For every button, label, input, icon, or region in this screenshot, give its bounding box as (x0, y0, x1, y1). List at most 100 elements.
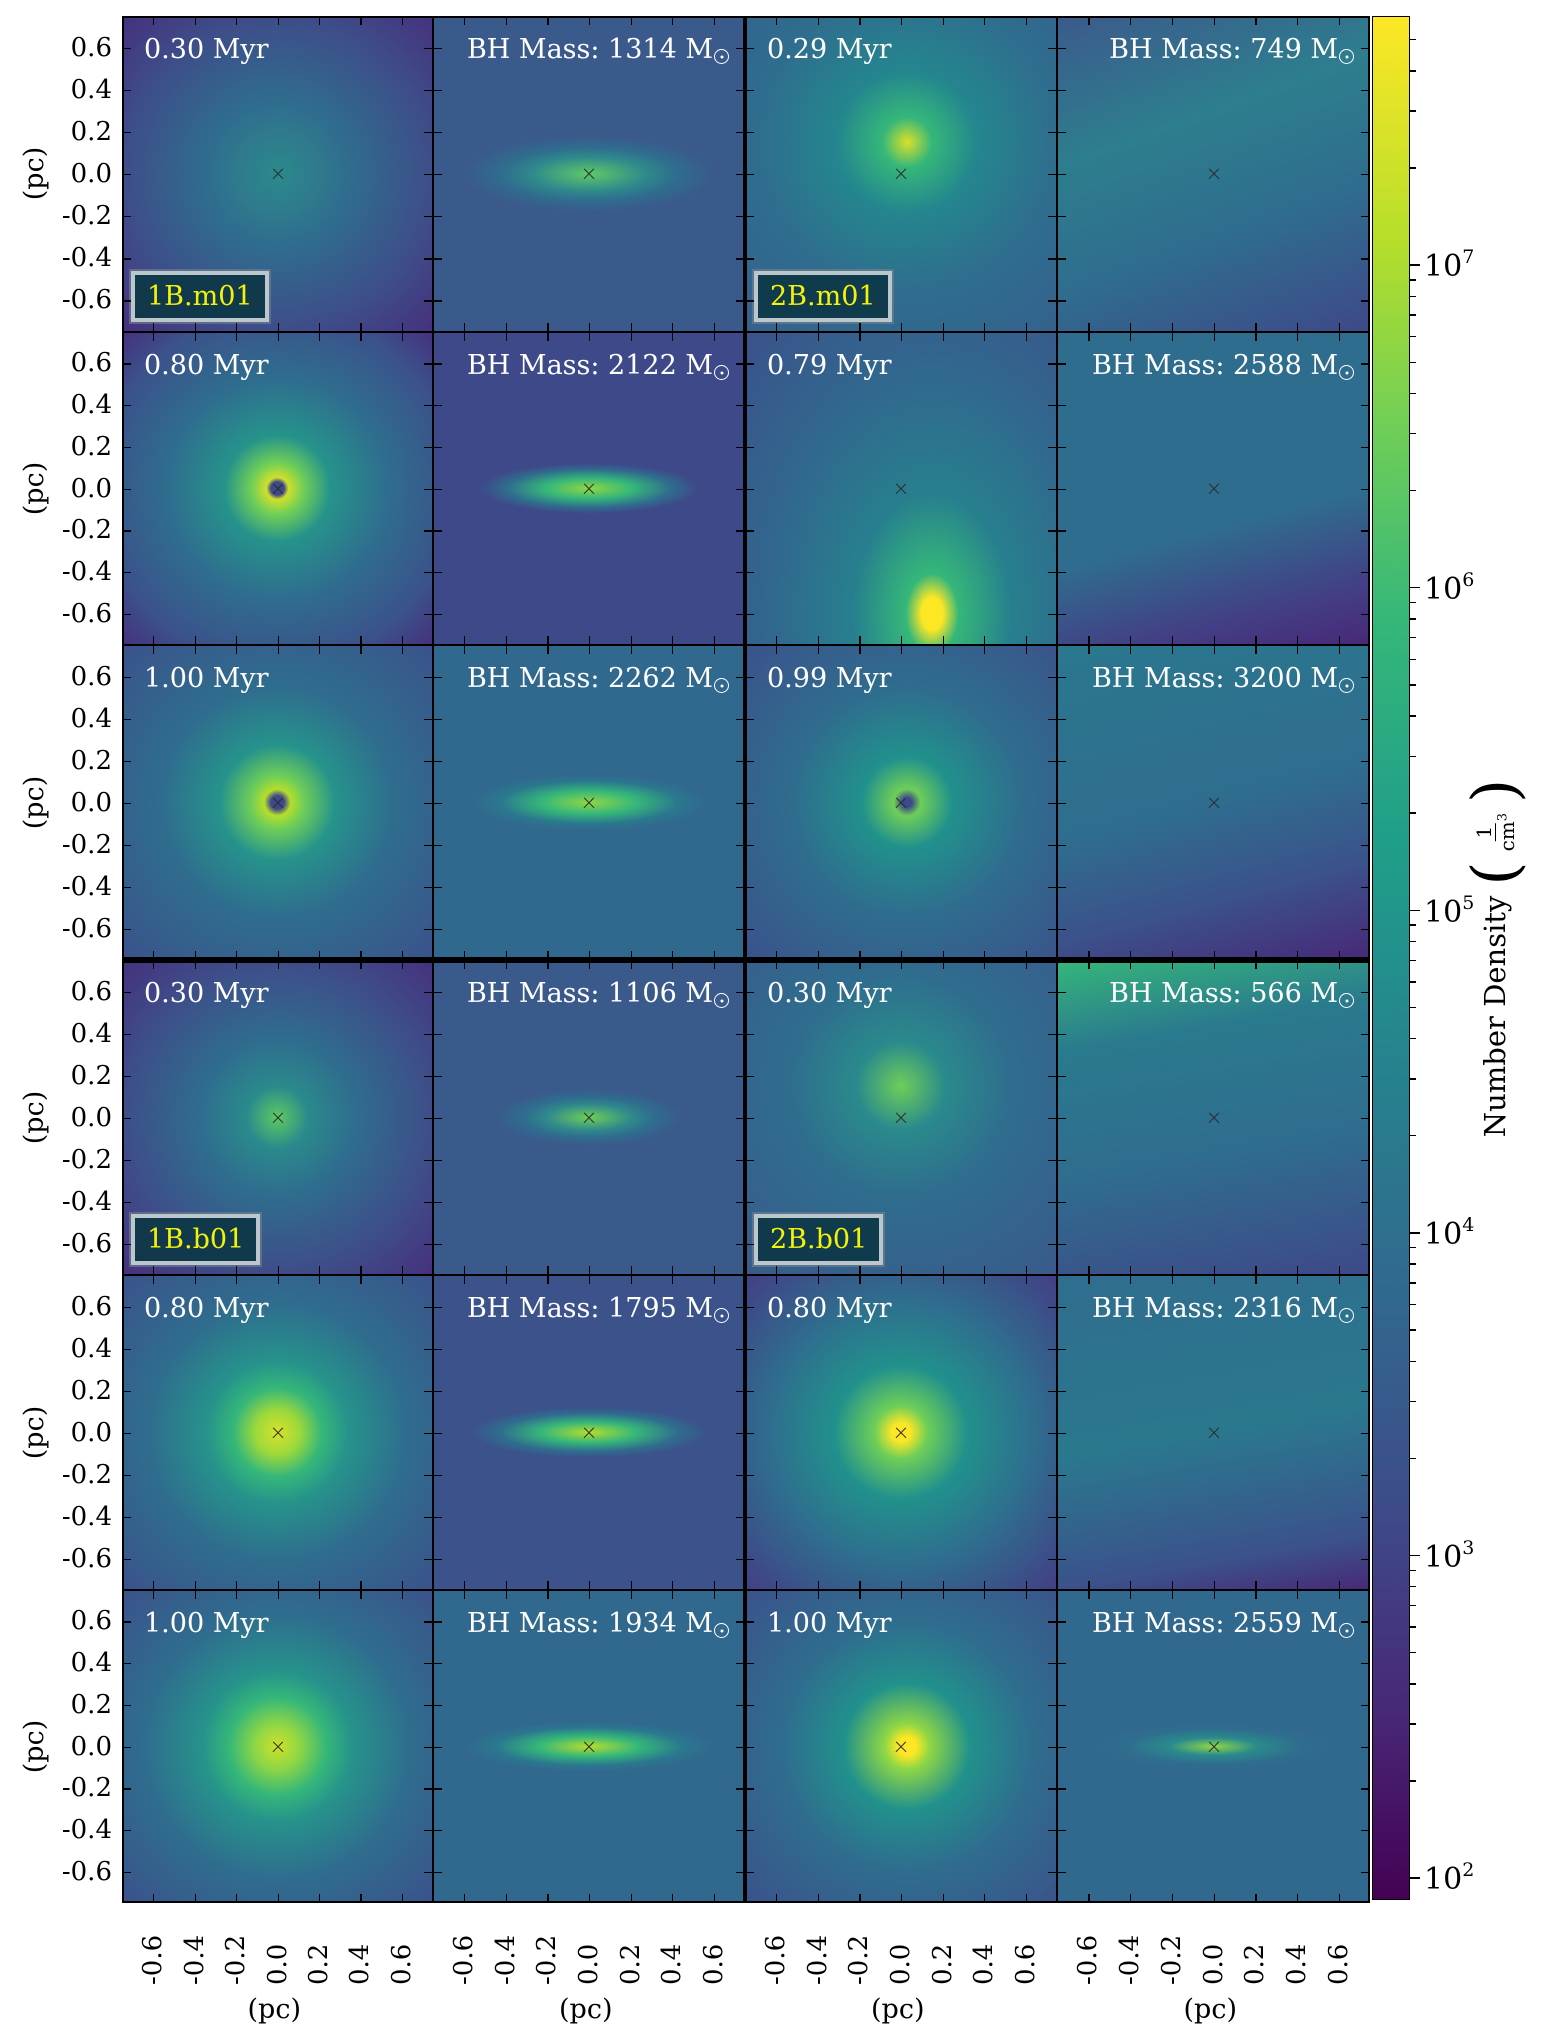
y-tick-label: -0.6 (61, 913, 112, 944)
axis-tick (318, 16, 321, 25)
axis-tick (464, 960, 466, 969)
axis-tick (901, 1581, 903, 1590)
axis-tick (817, 960, 820, 969)
y-tick-label: 0.4 (70, 1648, 112, 1679)
axis-tick (1088, 1894, 1090, 1903)
axis-tick (713, 1275, 716, 1284)
y-tick-label: 0.2 (70, 116, 112, 147)
axis-tick (589, 1266, 591, 1275)
axis-tick (736, 1558, 745, 1560)
axis-tick (433, 676, 442, 678)
axis-tick (1255, 332, 1257, 341)
axis-tick (1213, 636, 1215, 645)
axis-tick (1255, 1266, 1257, 1275)
axis-tick (1296, 951, 1299, 960)
y-tick-label: 0.6 (70, 1291, 112, 1322)
axis-tick (736, 1033, 745, 1035)
axis-tick (1130, 323, 1132, 332)
time-label: 0.99 Myr (767, 665, 892, 692)
axis-tick (433, 802, 442, 804)
axis-tick (1088, 636, 1090, 645)
axis-tick (360, 16, 362, 25)
axis-tick (984, 16, 986, 25)
axis-tick (1130, 1590, 1132, 1599)
axis-tick (817, 332, 820, 341)
y-axis-label: (pc) (19, 1719, 51, 1773)
axis-tick (433, 1516, 442, 1518)
axis-tick (1088, 16, 1090, 25)
axis-tick (360, 332, 362, 341)
axis-tick (745, 802, 754, 804)
y-tick-label: 0.6 (70, 976, 112, 1007)
unit-denominator-exponent: 3 (1494, 812, 1510, 822)
axis-tick (942, 16, 944, 25)
axis-tick (1213, 951, 1215, 960)
axis-tick (589, 323, 591, 332)
y-tick-label: 0.6 (70, 32, 112, 63)
axis-tick (984, 1275, 986, 1284)
axis-tick (360, 1581, 362, 1590)
axis-tick (736, 405, 745, 407)
axis-tick (1130, 1581, 1132, 1590)
sun-symbol-icon (714, 993, 729, 1008)
axis-tick (859, 16, 861, 25)
axis-tick (1361, 47, 1370, 49)
axis-tick (736, 1348, 745, 1350)
bh-mass-label: BH Mass: 1106 M (467, 980, 729, 1008)
axis-tick (736, 928, 745, 930)
axis-tick (433, 488, 442, 490)
axis-tick (1088, 323, 1090, 332)
colorbar-minor-tick (1410, 335, 1416, 338)
axis-tick (122, 1117, 131, 1119)
colorbar-minor-tick (1410, 959, 1416, 961)
axis-tick (505, 636, 508, 645)
axis-tick (424, 174, 433, 176)
axis-tick (1338, 1266, 1340, 1275)
axis-tick (1025, 1894, 1028, 1903)
axis-tick (424, 1558, 433, 1560)
axis-tick (277, 1275, 279, 1284)
axis-tick (424, 363, 433, 365)
axis-tick (122, 1432, 131, 1434)
axis-tick (736, 1621, 745, 1623)
axis-tick (433, 1474, 442, 1476)
y-axis-label: (pc) (19, 146, 51, 201)
axis-tick (433, 446, 442, 449)
axis-tick (318, 960, 321, 969)
axis-tick (424, 760, 433, 762)
axis-tick (1255, 1590, 1257, 1599)
y-axis-label: (pc) (19, 1405, 51, 1459)
axis-tick (672, 1275, 674, 1284)
x-tick-label: 0.4 (969, 1943, 1000, 1985)
axis-tick (401, 323, 404, 332)
sun-symbol-icon (1339, 1623, 1354, 1638)
axis-tick (1048, 1033, 1057, 1035)
axis-tick (817, 1894, 820, 1903)
colorbar-minor-tick (1410, 940, 1416, 943)
y-axis-label: (pc) (19, 775, 51, 829)
axis-tick (424, 405, 433, 407)
axis-tick (859, 1275, 861, 1284)
axis-tick (1057, 844, 1066, 846)
axis-tick (1213, 323, 1215, 332)
axis-tick (1057, 1243, 1066, 1245)
axis-tick (122, 446, 131, 449)
colorbar-minor-tick (1410, 658, 1416, 660)
axis-tick (776, 1266, 778, 1275)
axis-tick (1171, 645, 1174, 654)
axis-tick (433, 844, 442, 846)
axis-tick (1361, 1390, 1370, 1392)
axis-tick (736, 174, 745, 176)
panel-label-text: BH Mass: 566 M (1109, 978, 1338, 1009)
time-label: 0.80 Myr (144, 1295, 269, 1322)
axis-tick (153, 332, 155, 341)
axis-tick (236, 951, 238, 960)
axis-tick (713, 1266, 716, 1275)
axis-tick (745, 300, 754, 302)
axis-tick (736, 1516, 745, 1518)
axis-tick (984, 645, 986, 654)
axis-tick (1057, 571, 1066, 574)
axis-tick (1296, 636, 1299, 645)
axis-tick (1171, 636, 1174, 645)
axis-tick (1361, 174, 1370, 176)
